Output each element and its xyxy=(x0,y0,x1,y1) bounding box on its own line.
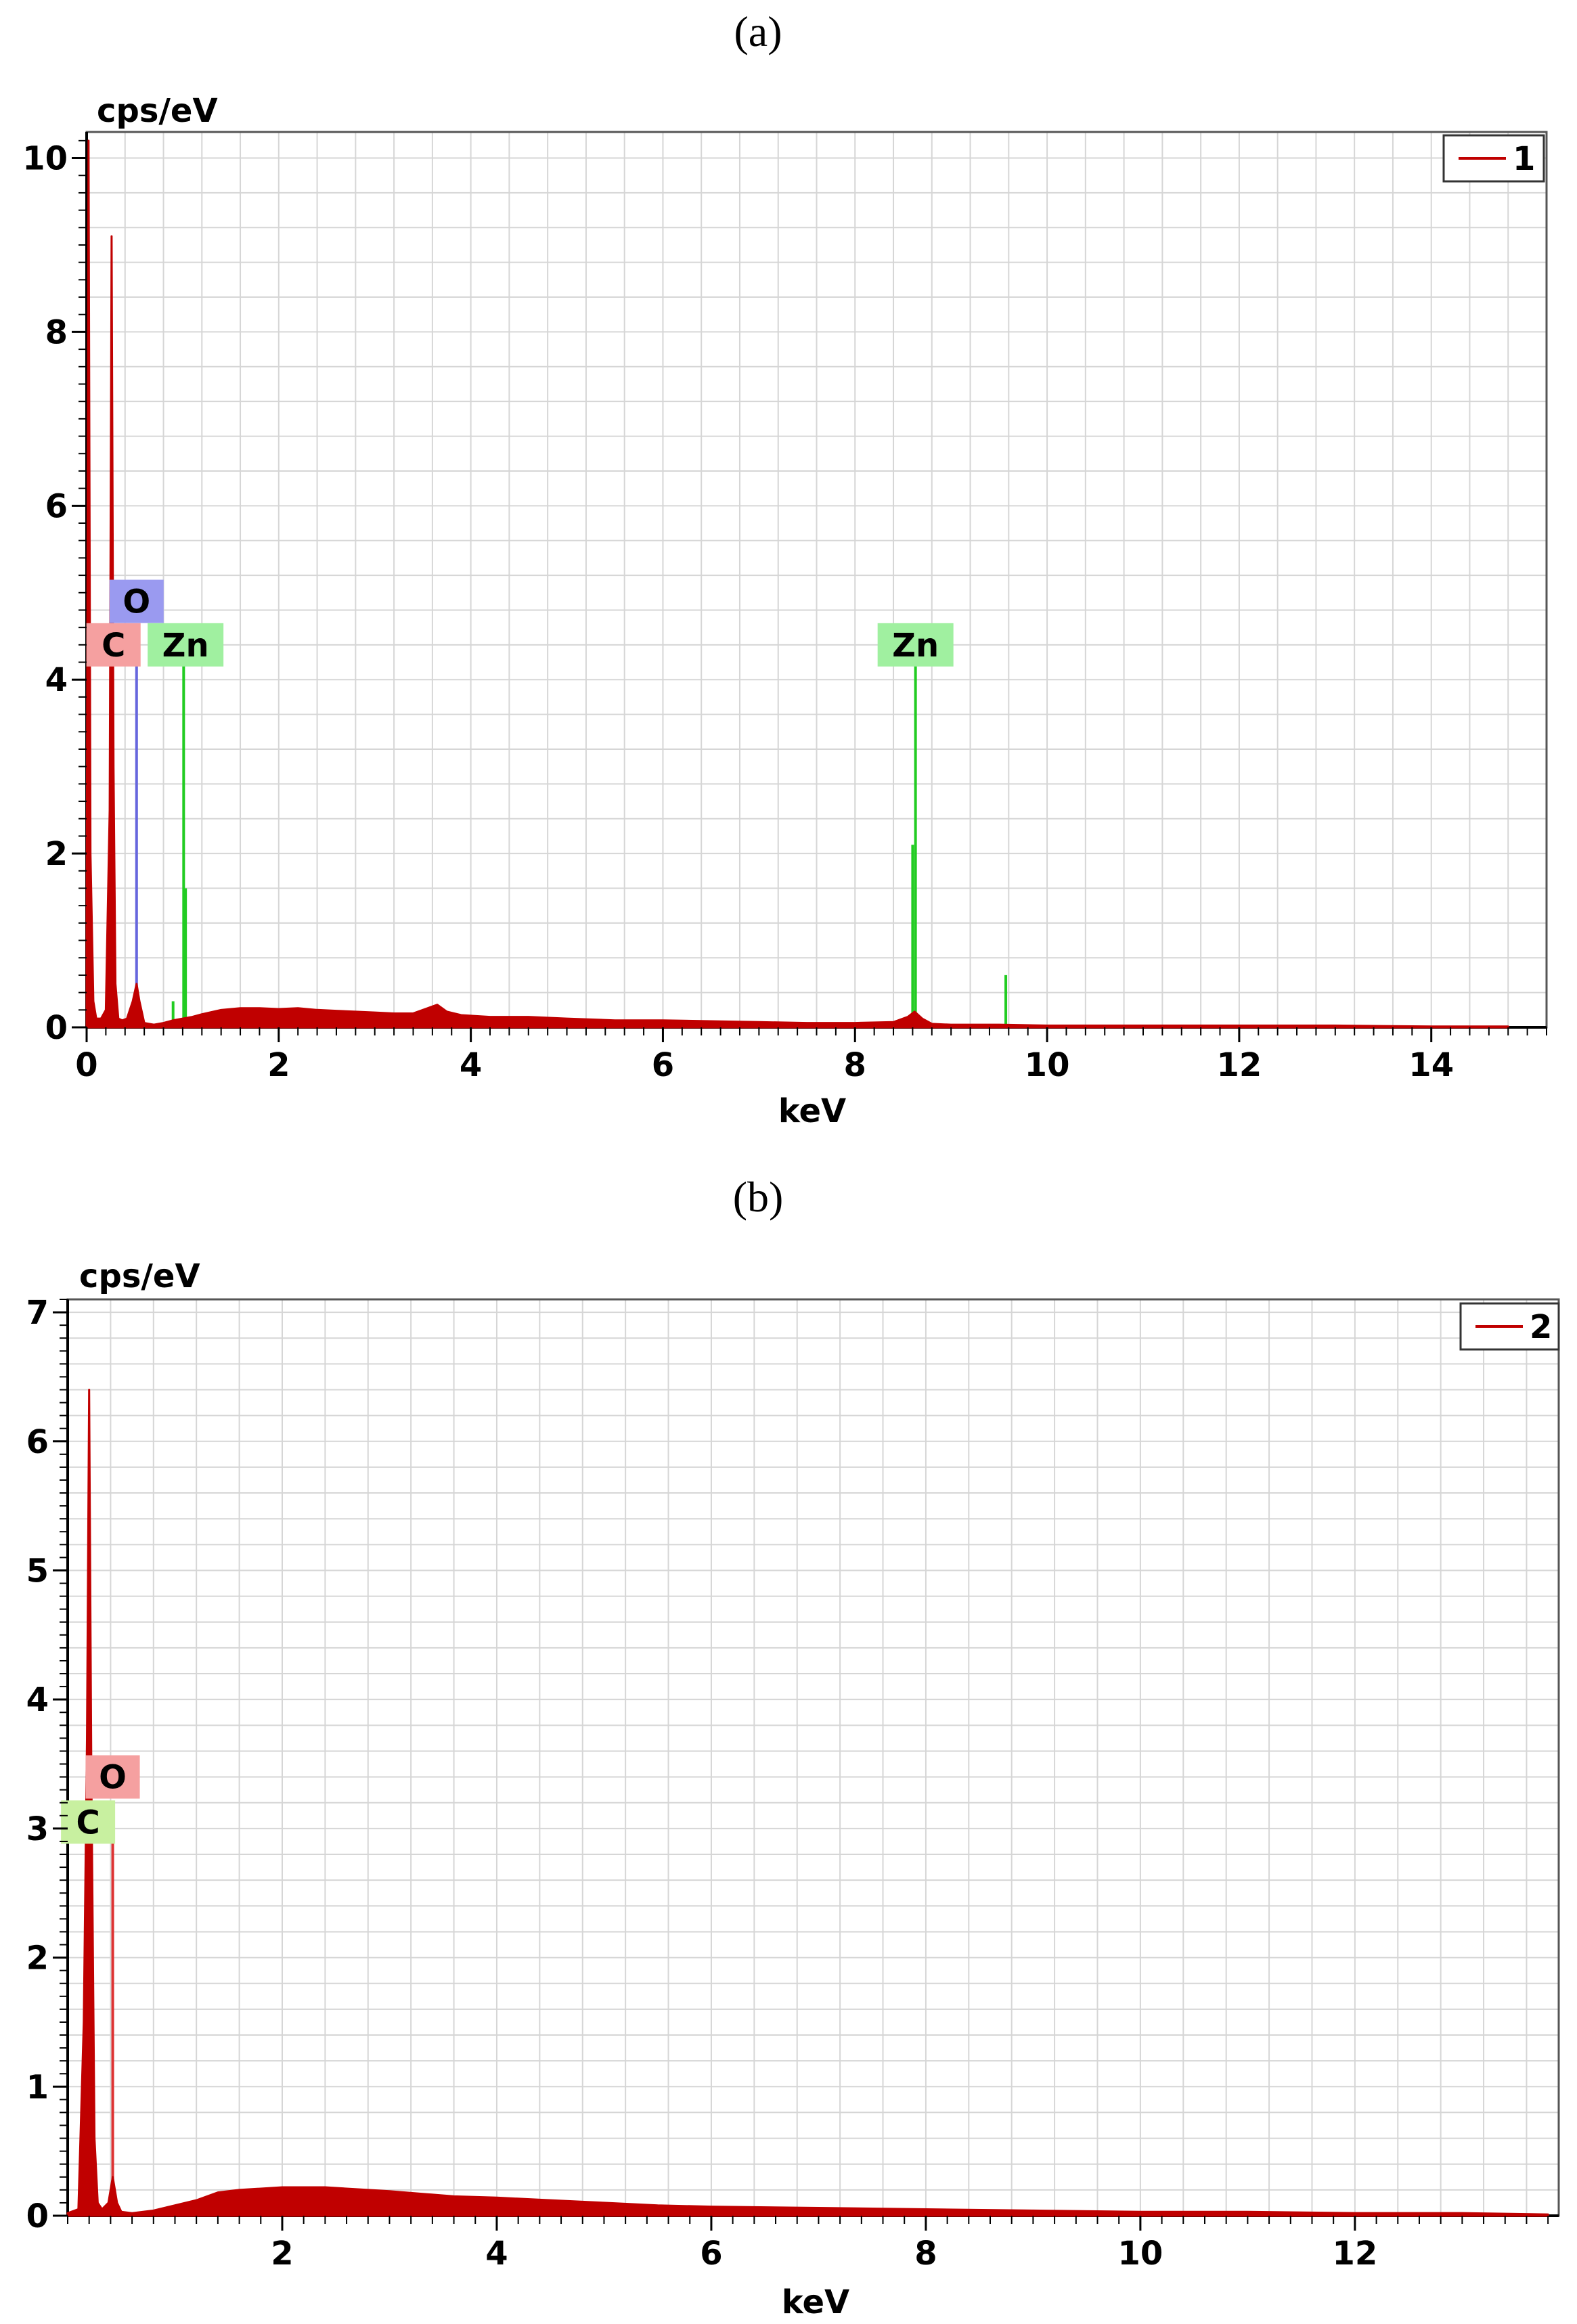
x-tick-label: 6 xyxy=(700,2235,722,2273)
element-label: Zn xyxy=(162,627,209,665)
element-label: Zn xyxy=(892,627,939,665)
x-tick-label: 10 xyxy=(1117,2235,1163,2273)
x-tick-label: 12 xyxy=(1332,2235,1377,2273)
y-tick-label: 4 xyxy=(26,1681,49,1719)
panel-label-a: (a) xyxy=(734,7,782,55)
y-tick-label: 7 xyxy=(26,1294,49,1332)
spectrum-series xyxy=(85,139,1509,1029)
spectrum-series xyxy=(66,1388,1549,2217)
x-tick-label: 8 xyxy=(914,2235,937,2273)
legend-label: 2 xyxy=(1530,1308,1552,1346)
element-label-box xyxy=(85,1755,140,1799)
element-label: C xyxy=(102,627,125,665)
element-label-box xyxy=(877,623,954,667)
element-label: O xyxy=(123,583,150,621)
chart-a-marks: CO Zn Zn xyxy=(85,139,1509,1029)
element-label-box xyxy=(86,623,141,667)
y-tick-label: 6 xyxy=(26,1423,49,1461)
y-tick-label: 1 xyxy=(26,2068,49,2106)
x-tick-label: 6 xyxy=(652,1046,674,1084)
chart-b-xlabel: keV xyxy=(782,2283,849,2321)
chart-a-grid xyxy=(87,132,1547,1027)
chart-b-grid xyxy=(68,1299,1559,2216)
x-tick-label: 4 xyxy=(460,1046,482,1084)
x-tick-label: 4 xyxy=(485,2235,508,2273)
chart-a-ylabel: cps/eV xyxy=(97,92,218,130)
legend-label: 1 xyxy=(1513,140,1535,178)
x-tick-label: 10 xyxy=(1025,1046,1070,1084)
chart-a: CO Zn Zn 0 2 4 6 8 10 12 14 0 2 4 6 8 10 cps/eV keV 1 xyxy=(22,92,1548,1130)
element-label: C xyxy=(76,1804,99,1841)
element-label-box xyxy=(148,623,224,667)
chart-b-frame xyxy=(66,1298,1560,2217)
x-tick-label: 8 xyxy=(844,1046,866,1084)
y-tick-label: 6 xyxy=(45,487,68,525)
plot-frame xyxy=(66,1298,1560,2217)
chart-b-marks: CO xyxy=(61,1388,1549,2217)
chart-a-ticks: 0 2 4 6 8 10 12 14 0 2 4 6 8 10 xyxy=(22,140,1547,1084)
y-tick-label: 2 xyxy=(26,1940,49,1977)
element-label: O xyxy=(99,1759,127,1797)
element-label-box xyxy=(61,1800,116,1844)
y-tick-label: 3 xyxy=(26,1810,49,1848)
element-label-box xyxy=(109,579,164,623)
y-tick-label: 2 xyxy=(45,835,68,873)
x-tick-label: 12 xyxy=(1216,1046,1262,1084)
chart-a-legend: 1 xyxy=(1442,134,1545,183)
x-tick-label: 2 xyxy=(267,1046,290,1084)
x-tick-label: 2 xyxy=(271,2235,293,2273)
chart-b-legend: 2 xyxy=(1459,1302,1560,1351)
y-tick-label: 5 xyxy=(26,1552,49,1590)
y-tick-label: 0 xyxy=(26,2197,49,2235)
y-tick-label: 10 xyxy=(22,140,68,178)
y-tick-label: 0 xyxy=(45,1009,68,1047)
chart-b-ylabel: cps/eV xyxy=(79,1257,200,1295)
panel-label-b: (b) xyxy=(733,1173,784,1221)
y-tick-label: 8 xyxy=(45,313,68,351)
y-tick-label: 4 xyxy=(45,661,68,699)
x-tick-label: 14 xyxy=(1408,1046,1454,1084)
x-tick-label: 0 xyxy=(75,1046,97,1084)
chart-a-xlabel: keV xyxy=(778,1092,846,1130)
